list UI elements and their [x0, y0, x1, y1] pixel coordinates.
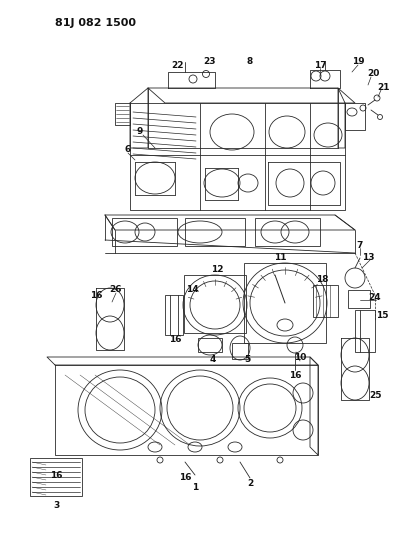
Bar [244, 263, 326, 343]
Text: 10: 10 [294, 353, 306, 362]
Bar [255, 218, 320, 246]
Text: 15: 15 [376, 311, 388, 319]
Text: 11: 11 [274, 254, 286, 262]
Bar [112, 218, 177, 246]
Text: 16: 16 [90, 290, 102, 300]
Text: 6: 6 [125, 146, 131, 155]
Bar [313, 285, 338, 317]
Text: 17: 17 [314, 61, 326, 69]
Text: 21: 21 [377, 83, 389, 92]
Bar [185, 218, 245, 246]
Bar [165, 295, 183, 335]
Text: 16: 16 [50, 471, 62, 480]
Text: 20: 20 [367, 69, 379, 78]
Text: 24: 24 [369, 294, 381, 303]
Text: 16: 16 [169, 335, 181, 344]
Text: 14: 14 [186, 286, 198, 295]
Text: 5: 5 [244, 356, 250, 365]
Text: 2: 2 [247, 479, 253, 488]
Text: 18: 18 [316, 276, 328, 285]
Text: 81J 082 1500: 81J 082 1500 [55, 18, 136, 28]
Text: 26: 26 [109, 286, 121, 295]
Bar [232, 343, 248, 359]
Text: 3: 3 [53, 500, 59, 510]
Text: 25: 25 [369, 391, 381, 400]
Bar [30, 458, 82, 496]
Bar [355, 310, 375, 352]
Text: 23: 23 [204, 58, 216, 67]
Text: 1: 1 [192, 483, 198, 492]
Text: 7: 7 [357, 240, 363, 249]
Bar [198, 338, 222, 352]
Bar [348, 290, 370, 308]
Text: 8: 8 [247, 58, 253, 67]
Text: 16: 16 [289, 370, 301, 379]
Text: 12: 12 [211, 265, 223, 274]
Bar [184, 275, 246, 333]
Text: 13: 13 [362, 254, 374, 262]
Text: 19: 19 [352, 58, 364, 67]
Text: 4: 4 [210, 356, 216, 365]
Text: 22: 22 [172, 61, 184, 69]
Text: 16: 16 [179, 473, 191, 482]
Text: 9: 9 [137, 127, 143, 136]
